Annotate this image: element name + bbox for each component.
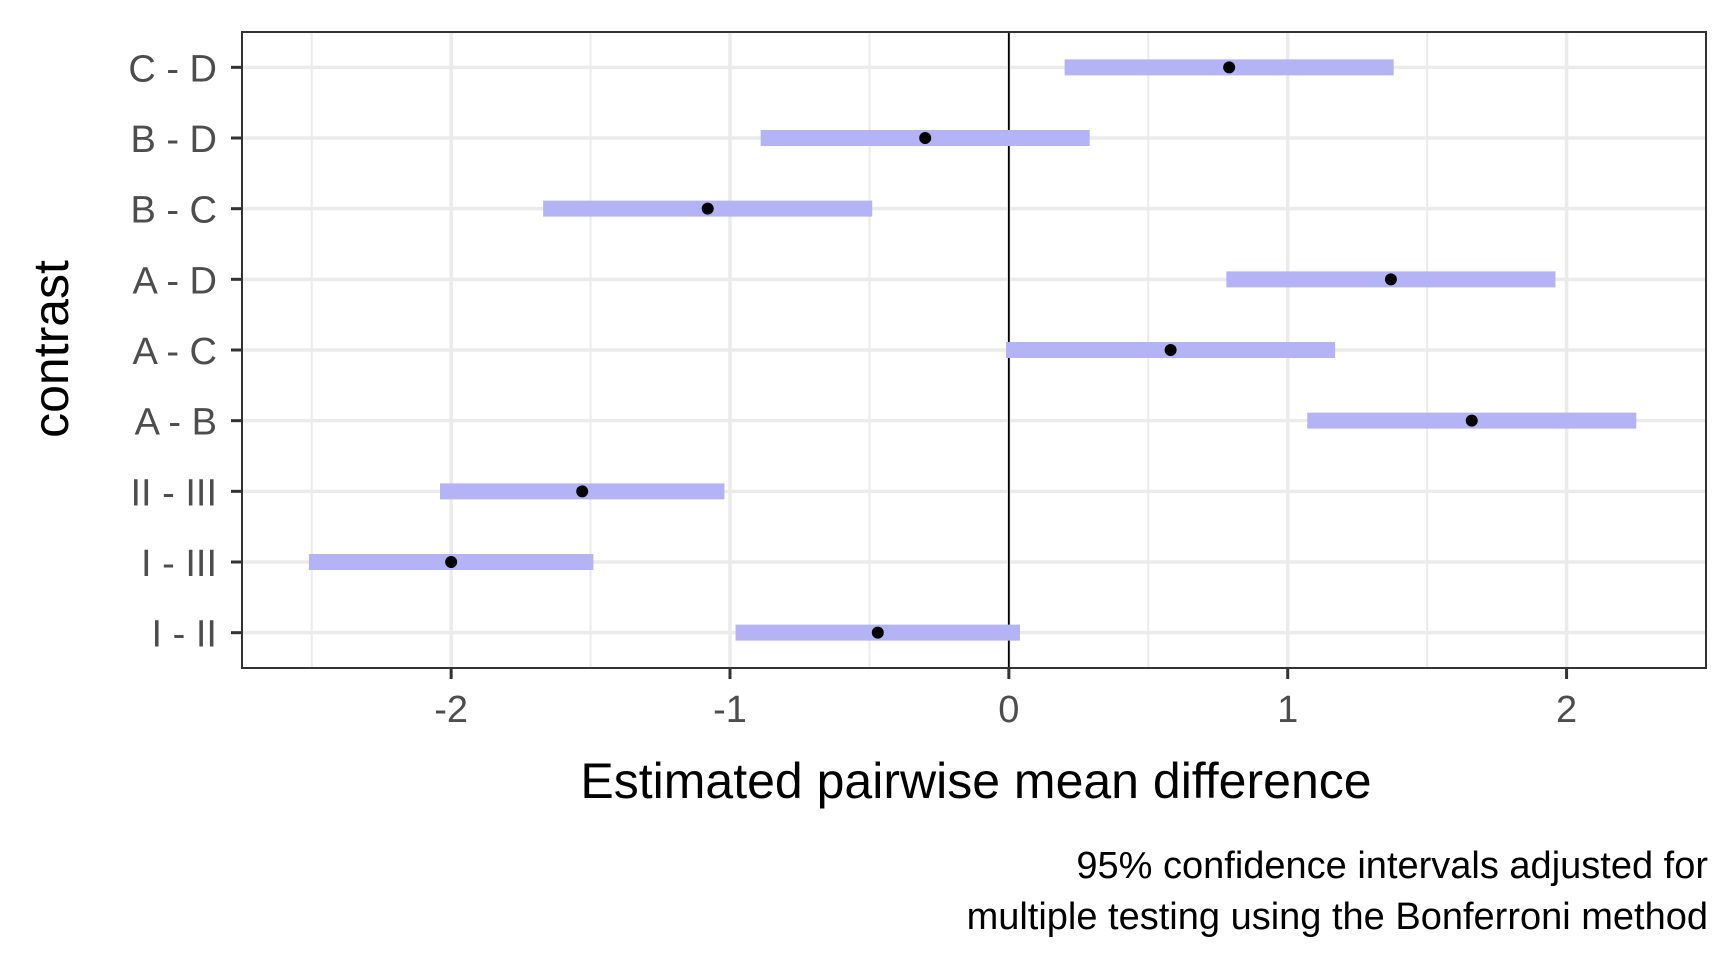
estimate-point [1465, 414, 1478, 427]
estimate-point [871, 626, 884, 639]
estimate-point [576, 485, 589, 498]
x-tick-label: -2 [434, 689, 468, 731]
estimate-point [919, 132, 932, 144]
y-tick-label: A - C [133, 331, 217, 373]
estimate-point [701, 202, 714, 215]
estimate-point [1384, 273, 1397, 286]
y-tick-label: B - D [130, 119, 217, 161]
x-tick-label: 0 [998, 689, 1019, 731]
y-tick-label: II - III [130, 472, 217, 514]
x-axis-title: Estimated pairwise mean difference [580, 753, 1371, 809]
caption-line-2: multiple testing using the Bonferroni me… [967, 896, 1708, 938]
point-layer [445, 61, 1478, 639]
axis-layer: I - II I - III II - III A - B A - C A - D B - … [128, 48, 1577, 731]
estimate-point [1164, 344, 1177, 356]
y-tick-label: A - D [133, 260, 217, 302]
y-tick-label: I - II [152, 614, 217, 656]
caption-line-1: 95% confidence intervals adjusted for [1076, 845, 1708, 887]
y-tick-label: B - C [130, 190, 217, 232]
y-axis-title: contrast [23, 260, 79, 438]
y-tick-label: C - D [128, 48, 217, 90]
y-tick-label: A - B [135, 402, 217, 444]
x-tick-label: -1 [713, 689, 747, 731]
estimate-point [445, 556, 458, 568]
grid-layer [242, 32, 1706, 668]
y-tick-label: I - III [141, 543, 217, 585]
estimate-point [1223, 61, 1236, 74]
x-tick-label: 1 [1277, 689, 1298, 731]
x-tick-label: 2 [1556, 689, 1577, 731]
